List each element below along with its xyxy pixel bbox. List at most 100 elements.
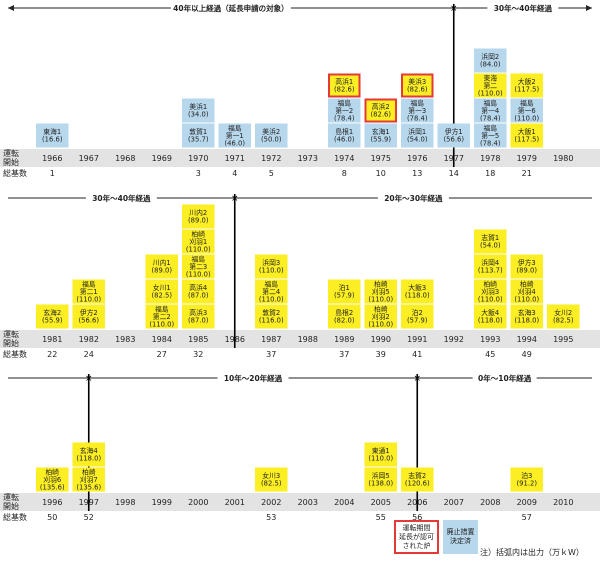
period-label-bg	[85, 192, 157, 204]
start-label: 運転	[3, 330, 19, 339]
period-label-bg	[170, 2, 291, 14]
reactor-box	[182, 304, 215, 329]
total-count: 4	[232, 169, 237, 178]
reactor-box	[510, 304, 543, 329]
year-label: 1976	[407, 154, 427, 163]
reactor-box	[36, 123, 69, 148]
reactor-output: (138.0)	[368, 480, 393, 488]
period-label: 20年～30年経過	[384, 193, 443, 203]
reactor-name: 島根1	[335, 127, 353, 136]
total-count: 37	[266, 350, 276, 359]
reactor-output: (110.0)	[478, 90, 503, 98]
reactor-output: (91.2)	[517, 480, 538, 488]
reactor-box	[182, 204, 215, 229]
year-band	[0, 149, 600, 167]
reactor-name: 第二2	[153, 312, 171, 321]
year-label: 1971	[225, 154, 245, 163]
reactor-box	[474, 123, 507, 148]
reactor-name: 大飯1	[518, 127, 536, 136]
reactor-box	[182, 229, 215, 254]
reactor-name: 敦賀2	[262, 308, 280, 317]
reactor-box	[72, 279, 105, 304]
reactor-output: (89.0)	[152, 267, 173, 275]
reactor-output: (78.4)	[480, 140, 501, 148]
total-count: 41	[412, 350, 422, 359]
reactor-output: (55.9)	[42, 317, 63, 325]
reactor-box	[72, 304, 105, 329]
reactor-name: 福島	[483, 123, 497, 132]
divider-cross: ×	[231, 194, 239, 204]
reactor-box	[364, 123, 397, 148]
year-label: 1987	[261, 335, 281, 344]
reactor-box	[255, 123, 288, 148]
reactor-box	[182, 254, 215, 279]
reactor-box	[364, 304, 397, 329]
reactor-name: 高浜2	[372, 102, 390, 111]
reactor-name: 福島	[264, 279, 278, 288]
year-label: 2007	[444, 498, 464, 507]
total-count: 3	[196, 169, 201, 178]
reactor-name: 柏崎	[82, 467, 96, 476]
year-label: 2001	[225, 498, 245, 507]
year-band	[0, 330, 600, 348]
year-label: 1974	[334, 154, 354, 163]
reactor-output: (117.5)	[514, 86, 539, 94]
reactor-output: (82.5)	[152, 292, 173, 300]
reactor-name: 伊方3	[518, 258, 536, 267]
start-label: 開始	[3, 157, 19, 167]
total-count: 53	[266, 513, 276, 522]
reactor-name: 第二4	[262, 287, 280, 296]
extended-border	[364, 98, 397, 123]
year-label: 1972	[261, 154, 281, 163]
year-label: 1981	[42, 335, 62, 344]
period-label: 10年～20年経過	[224, 373, 283, 383]
reactor-name: 第二	[483, 81, 497, 90]
reactor-box	[255, 304, 288, 329]
legend-decommission-decided: 廃止措置 決定済	[443, 520, 478, 554]
period-label: 30年～40年経過	[92, 193, 151, 203]
total-count: 24	[84, 350, 94, 359]
output-unit-note: 注）括弧内は出力（万ｋW）	[480, 548, 584, 557]
reactor-box	[72, 467, 105, 492]
reactor-name: 福島	[410, 98, 424, 107]
year-label: 1978	[480, 154, 500, 163]
year-label: 1998	[115, 498, 135, 507]
reactor-box	[474, 229, 507, 254]
total-count: 18	[485, 169, 495, 178]
reactor-name: 川内2	[189, 208, 207, 217]
reactor-output: (110.0)	[478, 296, 503, 304]
divider-cross: ×	[450, 4, 458, 14]
reactor-output: (118.0)	[405, 292, 430, 300]
reactor-name: 浜岡2	[481, 52, 499, 61]
year-label: 1988	[298, 335, 318, 344]
total-count: 56	[412, 513, 422, 522]
total-count: 37	[339, 350, 349, 359]
year-label: 1967	[79, 154, 99, 163]
reactor-name: 美浜2	[262, 127, 280, 136]
reactor-output: (135.6)	[40, 484, 65, 492]
reactor-box	[510, 467, 543, 492]
start-label: 運転	[3, 149, 19, 158]
reactor-name: 高浜1	[335, 77, 353, 86]
year-label: 1995	[553, 335, 573, 344]
reactor-box	[218, 123, 251, 148]
total-count: 32	[193, 350, 203, 359]
reactor-output: (118.0)	[478, 317, 503, 325]
reactor-output: (110.0)	[186, 271, 211, 279]
arrow-head	[586, 5, 592, 11]
reactor-box	[474, 73, 507, 98]
reactor-name: 川内1	[153, 258, 171, 267]
reactor-name: 浜岡5	[372, 471, 390, 480]
year-label: 1991	[407, 335, 427, 344]
year-label: 2002	[261, 498, 281, 507]
reactor-name: 志賀2	[408, 471, 426, 480]
reactor-output: (116.0)	[259, 317, 284, 325]
reactor-box	[182, 123, 215, 148]
reactor-output: (87.0)	[188, 317, 209, 325]
reactor-box	[145, 254, 178, 279]
reactor-name: 刈羽2	[372, 312, 390, 321]
year-label: 1975	[371, 154, 391, 163]
reactor-name: 泊3	[521, 471, 532, 480]
reactor-output: (82.6)	[371, 111, 392, 119]
